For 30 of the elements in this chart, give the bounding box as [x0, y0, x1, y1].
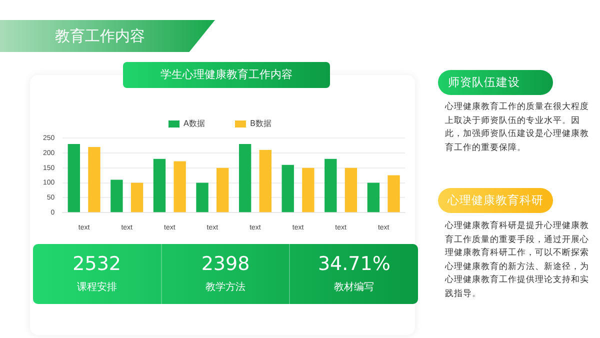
text: 课程安排 [76, 280, 118, 294]
bar [174, 161, 186, 212]
bar [324, 158, 337, 212]
bar [367, 182, 380, 212]
bar [110, 180, 123, 212]
bar [388, 175, 400, 212]
chart-title: 学生心理健康教育工作内容 [123, 62, 330, 88]
text: 2532 [72, 253, 122, 275]
text: 师资队伍建设 [438, 70, 553, 95]
bar [88, 146, 100, 212]
bar [196, 182, 208, 212]
text: 教育工作内容 [0, 20, 215, 52]
legend-label: B数据 [250, 119, 272, 128]
bar [130, 182, 144, 212]
bar [259, 150, 272, 212]
bar [282, 164, 294, 212]
bar [344, 168, 358, 212]
bar [302, 168, 314, 212]
text: 心理健康教育工作的质量在很大程度上取决于师资队伍的专业水平。因此，加强师资队伍建设是心理健康教育工作的重要保障。 [445, 101, 590, 154]
bar [153, 158, 166, 212]
text: 心理健康教育科研 [438, 188, 553, 213]
text: 心理健康教育科研是提升心理健康教育工作质量的重要手段，通过开展心理健康教育科研工作，可以不断探索心理健康教育的新方法、新途径，为心理健康教育工作提供理论支持和实践指导。 [445, 220, 590, 300]
bar [216, 168, 229, 212]
text: 34.71% [316, 253, 392, 275]
legend-label: A数据 [184, 119, 206, 128]
text: 教学方法 [204, 280, 246, 294]
bar [238, 144, 252, 212]
bar [68, 144, 80, 212]
text: 教材编写 [333, 280, 376, 294]
text: 2398 [200, 253, 251, 275]
